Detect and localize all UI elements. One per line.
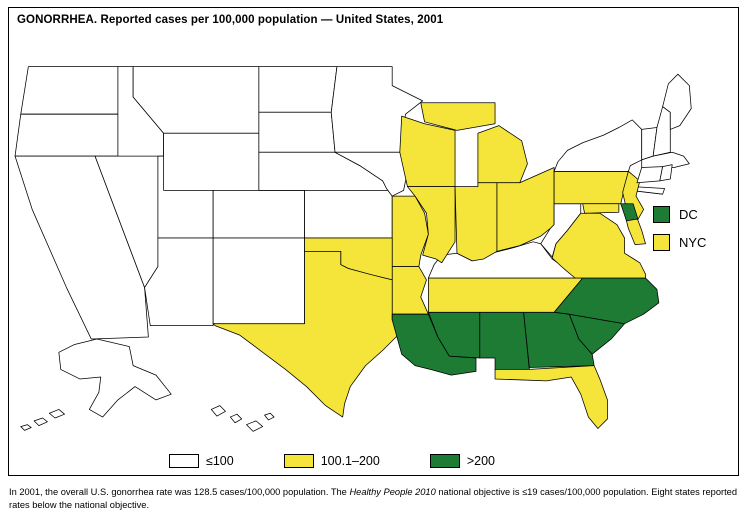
footnote-part2: national objective is ≤19 cases/100,000 … — [9, 487, 738, 510]
legend-item-mid: 100.1–200 — [283, 454, 380, 468]
legend-item-high: >200 — [429, 454, 495, 468]
legend-item-low: ≤100 — [169, 454, 234, 468]
state-hi — [210, 405, 275, 432]
mid-swatch — [283, 454, 314, 468]
state-tx — [212, 250, 401, 418]
low-swatch — [169, 454, 199, 468]
state-sd — [258, 111, 336, 153]
dc-label: DC — [679, 207, 698, 222]
state-mn — [330, 66, 424, 153]
state-ak — [20, 338, 172, 431]
state-ar — [391, 266, 429, 315]
state-in — [454, 182, 498, 262]
state-de — [620, 203, 639, 222]
nyc-label: NYC — [679, 235, 707, 250]
us-map — [14, 66, 692, 432]
high-label: >200 — [466, 454, 495, 468]
state-wa — [20, 66, 119, 115]
state-or — [14, 113, 119, 157]
state-mi-lower — [477, 125, 528, 184]
footnote-part1: In 2001, the overall U.S. gonorrhea rate… — [9, 487, 350, 497]
dc-swatch — [653, 206, 670, 223]
state-ri — [659, 164, 673, 182]
state-va — [551, 212, 646, 279]
side-legend: DC NYC — [653, 206, 706, 262]
state-wy — [163, 132, 260, 191]
state-fl — [494, 365, 608, 429]
state-ks — [304, 190, 393, 239]
state-ct — [636, 166, 664, 184]
legend-item-dc: DC — [653, 206, 706, 223]
low-label: ≤100 — [206, 454, 234, 468]
state-mi-upper — [420, 102, 496, 131]
state-nd — [258, 66, 338, 113]
figure-title: GONORRHEA. Reported cases per 100,000 po… — [17, 14, 444, 26]
high-swatch — [429, 454, 460, 468]
state-al — [479, 311, 530, 370]
legend-item-nyc: NYC — [653, 234, 706, 251]
state-co — [212, 190, 305, 239]
nyc-swatch — [653, 234, 670, 251]
state-me — [662, 73, 692, 130]
figure-frame: GONORRHEA. Reported cases per 100,000 po… — [8, 7, 739, 476]
footnote: In 2001, the overall U.S. gonorrhea rate… — [9, 486, 742, 511]
state-nm — [212, 237, 305, 325]
mid-label: 100.1–200 — [320, 454, 380, 468]
state-pa — [553, 170, 629, 205]
state-nh — [652, 106, 671, 157]
bottom-legend: ≤100 100.1–200 >200 — [169, 454, 545, 468]
state-il — [407, 186, 456, 264]
state-nc — [553, 277, 660, 325]
footnote-italic: Healthy People 2010 — [349, 487, 436, 497]
